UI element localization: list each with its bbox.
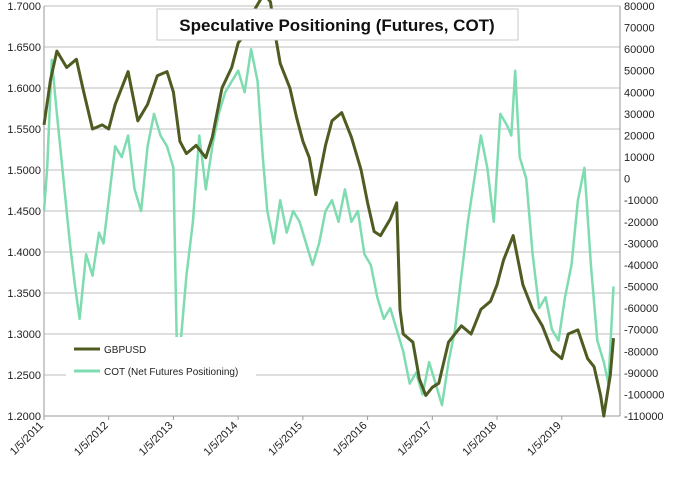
right-tick-label: -110000 bbox=[624, 411, 664, 423]
legend-label: GBPUSD bbox=[104, 345, 146, 356]
legend-label: COT (Net Futures Positioning) bbox=[104, 367, 238, 378]
right-tick-label: -60000 bbox=[624, 303, 658, 315]
x-tick-label: 1/5/2013 bbox=[137, 420, 176, 459]
x-tick-label: 1/5/2011 bbox=[8, 420, 46, 458]
right-tick-label: -90000 bbox=[624, 368, 658, 380]
right-tick-label: -20000 bbox=[624, 217, 658, 229]
chart-title: Speculative Positioning (Futures, COT) bbox=[179, 16, 494, 35]
right-tick-label: 70000 bbox=[624, 23, 655, 35]
left-tick-label: 1.2500 bbox=[7, 370, 41, 382]
x-tick-label: 1/5/2018 bbox=[460, 420, 499, 459]
series-lines bbox=[42, 0, 615, 418]
right-tick-label: 30000 bbox=[624, 109, 655, 121]
x-tick-label: 1/5/2017 bbox=[396, 420, 435, 459]
right-tick-label: 0 bbox=[624, 174, 630, 186]
right-tick-label: 60000 bbox=[624, 44, 655, 56]
right-tick-label: 80000 bbox=[624, 1, 655, 13]
left-tick-label: 1.4500 bbox=[7, 206, 41, 218]
right-tick-label: -70000 bbox=[624, 325, 658, 337]
left-tick-label: 1.4000 bbox=[7, 247, 41, 259]
left-tick-label: 1.5000 bbox=[7, 165, 41, 177]
left-tick-label: 1.7000 bbox=[7, 1, 41, 13]
chart-title-box: Speculative Positioning (Futures, COT) bbox=[156, 8, 519, 41]
right-tick-label: -10000 bbox=[624, 195, 658, 207]
right-tick-label: 40000 bbox=[624, 87, 655, 99]
right-tick-label: 20000 bbox=[624, 130, 655, 142]
right-tick-label: -30000 bbox=[624, 238, 658, 250]
x-tick-label: 1/5/2014 bbox=[202, 420, 241, 459]
left-tick-label: 1.6000 bbox=[7, 83, 41, 95]
right-tick-label: 10000 bbox=[624, 152, 655, 164]
gbpusd-line bbox=[42, 0, 615, 418]
x-tick-label: 1/5/2016 bbox=[331, 420, 370, 459]
left-axis-ticks: 1.7000 1.6500 1.6000 1.5500 1.5000 1.4500 1.40… bbox=[7, 1, 41, 423]
right-tick-label: -50000 bbox=[624, 282, 658, 294]
cot-line bbox=[42, 47, 615, 407]
left-tick-label: 1.3000 bbox=[7, 329, 41, 341]
x-tick-label: 1/5/2019 bbox=[525, 420, 564, 459]
left-tick-label: 1.6500 bbox=[7, 42, 41, 54]
right-tick-label: 50000 bbox=[624, 66, 655, 78]
left-tick-label: 1.3500 bbox=[7, 288, 41, 300]
right-axis-ticks: 80000 70000 60000 50000 40000 30000 20000 10000… bbox=[624, 1, 664, 423]
right-tick-label: -40000 bbox=[624, 260, 658, 272]
x-axis-ticks: 1/5/2011 1/5/2012 1/5/2013 1/5/2014 1/5/2015… bbox=[8, 416, 564, 458]
right-tick-label: -100000 bbox=[624, 389, 664, 401]
x-tick-label: 1/5/2015 bbox=[266, 420, 305, 459]
legend: GBPUSD COT (Net Futures Positioning) bbox=[66, 337, 256, 381]
x-tick-label: 1/5/2012 bbox=[72, 420, 111, 459]
legend-box bbox=[66, 337, 256, 381]
left-tick-label: 1.2000 bbox=[7, 411, 41, 423]
right-tick-label: -80000 bbox=[624, 346, 658, 358]
left-tick-label: 1.5500 bbox=[7, 124, 41, 136]
